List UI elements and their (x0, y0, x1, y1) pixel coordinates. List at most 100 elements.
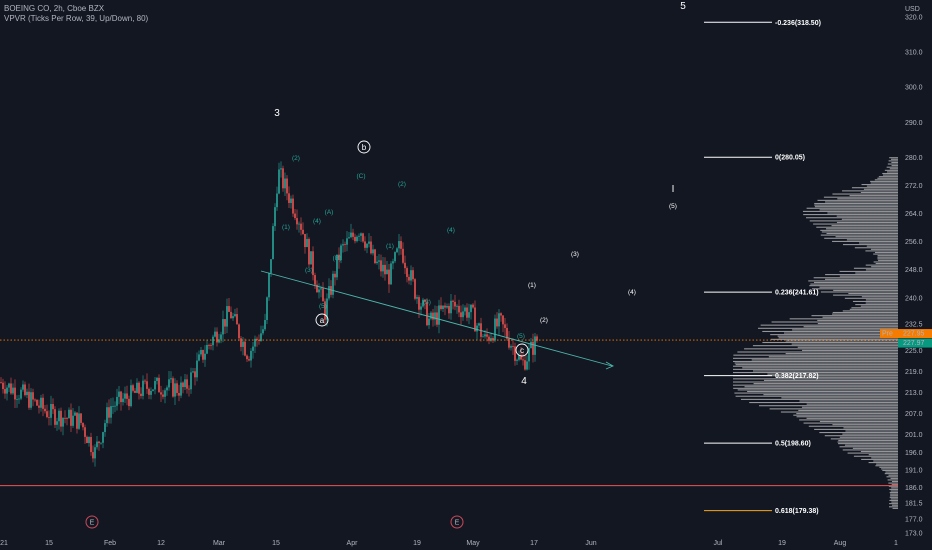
trendline[interactable] (260, 270, 613, 367)
candle-body (392, 261, 394, 264)
volume-profile-bar (879, 466, 898, 468)
volume-profile-bar (796, 413, 898, 415)
volume-profile-bar (808, 425, 898, 427)
candle-body (470, 304, 472, 313)
time-axis[interactable]: 21 15 Feb 12 Mar 15 Apr 19 May 17 Jun Jul 19 Aug 1 (0, 540, 898, 547)
candle-body (244, 341, 246, 356)
candle-body (2, 382, 4, 390)
candle-body (254, 338, 256, 347)
candle-body (14, 387, 16, 400)
candle-body (486, 334, 488, 337)
volume-profile-bar (751, 359, 898, 361)
candle-body (316, 284, 318, 293)
candle-body (354, 236, 356, 242)
volume-profile-bar (825, 274, 898, 276)
volume-profile-bar (875, 262, 898, 265)
volume-profile-bar (832, 193, 898, 195)
volume-profile-bar (889, 157, 898, 159)
candle-body (498, 313, 500, 327)
earnings-event-marker[interactable] (450, 515, 464, 529)
indicator-line[interactable]: VPVR (Ticks Per Row, 39, Up/Down, 80) (4, 14, 149, 23)
volume-profile-bar (762, 330, 898, 333)
candle-body (92, 452, 94, 459)
candle-body (496, 318, 498, 327)
candle-body (140, 393, 142, 396)
volume-profile-bar (816, 226, 898, 228)
candle-body (26, 391, 28, 396)
candle-body (524, 360, 526, 370)
candle-body (18, 398, 20, 400)
candle-body (34, 399, 36, 401)
candle-body (4, 389, 6, 394)
volume-profile-bar (737, 389, 898, 391)
candle-body (236, 314, 238, 325)
volume-profile-bar (888, 482, 898, 484)
candle-body (384, 264, 386, 275)
volume-profile-bar (890, 493, 898, 495)
volume-profile-bar (812, 288, 898, 290)
volume-profile-bar (806, 207, 898, 209)
candle-body (270, 259, 272, 273)
candle-body (472, 304, 474, 308)
candle-body (144, 380, 146, 382)
candle-body (530, 341, 532, 349)
candle-body (444, 305, 446, 308)
candle-body (266, 297, 268, 320)
volume-profile-bar (793, 414, 898, 416)
candle-body (246, 355, 248, 360)
candle-body (12, 387, 14, 394)
wave-label-minor: (4) (628, 289, 636, 296)
candle-body (212, 336, 214, 346)
volume-profile-bar (853, 267, 898, 269)
wave-label-primary: 4 (521, 376, 527, 387)
candle-body (160, 392, 162, 395)
volume-profile-bar (799, 419, 898, 421)
volume-profile-bar (733, 360, 898, 363)
candle-body (290, 198, 292, 203)
volume-profile-bar (839, 270, 898, 272)
price-tag-bg (898, 329, 932, 339)
y-tick-label: 225.0 (905, 348, 923, 355)
volume-profile-bar (868, 454, 898, 456)
candle-body (300, 223, 302, 230)
candle-body (200, 350, 202, 355)
volume-profile-bar (803, 214, 898, 216)
volume-profile-bar (892, 507, 898, 509)
candle-body (252, 346, 254, 351)
candle-body (518, 355, 520, 360)
earnings-event-marker[interactable] (85, 515, 99, 529)
volume-profile-bar (873, 253, 898, 255)
candle-body (154, 380, 156, 390)
volume-profile-bar (855, 304, 898, 306)
candle-body (182, 382, 184, 388)
volume-profile-bar (742, 367, 898, 369)
candle-body (438, 305, 440, 325)
price-axis[interactable]: USD 173.0 177.0 181.5 186.0 191.0 196.0 201.0 2… (880, 0, 932, 550)
candle-body (170, 378, 172, 380)
symbol-line[interactable]: BOEING CO, 2h, Cboe BZX (4, 4, 105, 13)
candle-body (86, 436, 88, 444)
volume-profile-bar (747, 390, 898, 393)
candle-body (516, 359, 518, 361)
y-tick-label: 201.0 (905, 432, 923, 439)
volume-profile-bar (887, 163, 898, 165)
volume-profile-bar (806, 403, 898, 405)
volume-profile-bar (886, 166, 898, 168)
candle-body (484, 334, 486, 337)
volume-profile-bar (842, 310, 898, 312)
volume-profile-bar (854, 247, 898, 249)
candle-body (512, 346, 514, 347)
candle-body (130, 385, 132, 407)
candle-body (38, 405, 40, 408)
candle-body (478, 323, 480, 326)
candle-body (204, 353, 206, 360)
volume-profile-bar (769, 408, 898, 410)
volume-profile-bar (877, 255, 898, 257)
candle-body (30, 392, 32, 408)
candle-body (100, 442, 102, 444)
earnings-event-label: E (90, 520, 95, 527)
volume-profile (733, 157, 898, 509)
candle-body (416, 297, 418, 299)
